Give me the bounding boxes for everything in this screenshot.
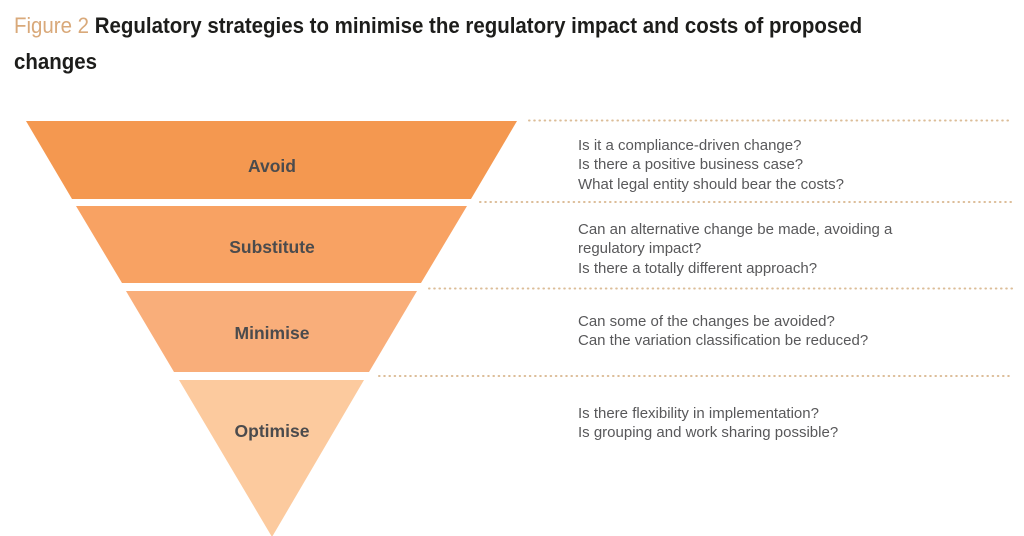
funnel-label-minimise: Minimise [235, 323, 310, 343]
funnel-segment-substitute [76, 206, 467, 283]
question-line: What legal entity should bear the costs? [578, 175, 844, 193]
funnel-segment-avoid [26, 121, 517, 199]
figure-number-label: Figure 2 [14, 13, 90, 38]
figure-header: Figure 2 Regulatory strategies to minimi… [14, 8, 862, 80]
question-block-optimise: Is there flexibility in implementation? … [578, 404, 1008, 443]
funnel-segment-minimise [126, 291, 417, 372]
funnel-label-avoid: Avoid [248, 156, 296, 176]
question-line: Can some of the changes be avoided? [578, 313, 835, 330]
funnel-segment-optimise [179, 380, 364, 536]
figure-title-line-2: changes [14, 49, 98, 74]
question-line: Is there a totally different approach? [578, 259, 818, 277]
question-line: Is there flexibility in implementation? [578, 405, 819, 422]
question-line: Can the variation classification be redu… [578, 332, 869, 350]
figure-title-line-1: Figure 2 Regulatory strategies to minimi… [14, 8, 862, 44]
question-block-substitute: Can an alternative change be made, avoid… [578, 220, 930, 278]
question-line: Is grouping and work sharing possible? [578, 424, 839, 442]
figure-title-text: Regulatory strategies to minimise the re… [94, 13, 863, 38]
question-line: Is there a positive business case? [578, 156, 804, 174]
question-line: Is it a compliance-driven change? [578, 137, 802, 154]
funnel-label-optimise: Optimise [235, 421, 310, 441]
question-line: Can an alternative change be made, avoid… [578, 221, 893, 258]
question-block-minimise: Can some of the changes be avoided? Can … [578, 312, 1008, 351]
funnel-label-substitute: Substitute [229, 237, 315, 257]
question-block-avoid: Is it a compliance-driven change? Is the… [578, 136, 1008, 194]
